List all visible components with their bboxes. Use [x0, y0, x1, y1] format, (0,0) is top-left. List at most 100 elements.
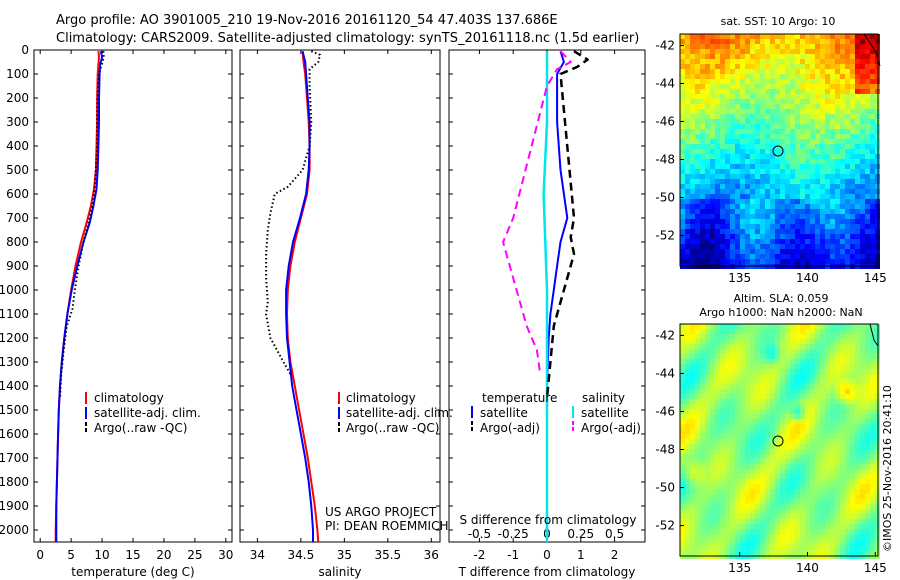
sst-cell: [740, 124, 745, 129]
sst-cell: [855, 204, 860, 209]
sst-cell: [725, 219, 730, 224]
sla-cell: [735, 424, 740, 429]
map-lat-label: -50: [655, 191, 675, 205]
sla-cell: [685, 394, 690, 399]
sst-cell: [790, 224, 795, 229]
sst-cell: [810, 99, 815, 104]
sla-cell: [745, 464, 750, 469]
sst-cell: [750, 99, 755, 104]
sla-cell: [730, 464, 735, 469]
sst-cell: [735, 34, 740, 39]
sla-cell: [860, 374, 865, 379]
sla-cell: [845, 464, 850, 469]
sst-cell: [850, 234, 855, 239]
sst-cell: [760, 174, 765, 179]
sst-cell: [730, 154, 735, 159]
sst-cell: [865, 164, 870, 169]
sla-cell: [700, 539, 705, 544]
sst-cell: [785, 139, 790, 144]
sla-cell: [785, 464, 790, 469]
sst-cell: [855, 259, 860, 264]
sla-cell: [770, 449, 775, 454]
sla-cell: [700, 349, 705, 354]
sst-cell: [700, 59, 705, 64]
sst-cell: [820, 99, 825, 104]
sla-cell: [700, 364, 705, 369]
sla-cell: [810, 329, 815, 334]
sst-cell: [755, 69, 760, 74]
sla-cell: [695, 384, 700, 389]
sla-cell: [860, 444, 865, 449]
sla-cell: [840, 364, 845, 369]
sst-cell: [750, 169, 755, 174]
sla-cell: [760, 489, 765, 494]
sst-cell: [760, 194, 765, 199]
sla-cell: [860, 439, 865, 444]
sst-cell: [825, 119, 830, 124]
sst-cell: [695, 144, 700, 149]
sla-cell: [815, 339, 820, 344]
sla-cell: [725, 434, 730, 439]
sla-cell: [755, 354, 760, 359]
sst-cell: [780, 184, 785, 189]
sst-cell: [750, 69, 755, 74]
depth-tick-label: 1600: [0, 427, 29, 441]
sst-cell: [805, 89, 810, 94]
sla-cell: [715, 429, 720, 434]
sla-cell: [690, 499, 695, 504]
sst-cell: [870, 89, 875, 94]
sla-cell: [765, 429, 770, 434]
sst-cell: [740, 39, 745, 44]
sla-cell: [690, 504, 695, 509]
sla-cell: [830, 419, 835, 424]
sst-cell: [715, 39, 720, 44]
sla-cell: [745, 399, 750, 404]
sst-cell: [825, 134, 830, 139]
sla-cell: [785, 349, 790, 354]
sst-cell: [760, 114, 765, 119]
sst-cell: [825, 214, 830, 219]
sla-cell: [685, 424, 690, 429]
sla-cell: [730, 379, 735, 384]
sla-cell: [850, 339, 855, 344]
sla-cell: [690, 409, 695, 414]
sst-cell: [680, 214, 685, 219]
sst-cell: [810, 79, 815, 84]
sst-cell: [785, 134, 790, 139]
sst-cell: [850, 139, 855, 144]
sla-cell: [755, 469, 760, 474]
sla-cell: [735, 374, 740, 379]
sla-cell: [715, 454, 720, 459]
temperature-series: [54, 50, 105, 542]
sst-cell: [820, 44, 825, 49]
sst-cell: [775, 74, 780, 79]
sst-cell: [685, 224, 690, 229]
sst-cell: [840, 54, 845, 59]
sst-cell: [725, 114, 730, 119]
sst-cell: [870, 109, 875, 114]
sst-cell: [715, 59, 720, 64]
sst-cell: [750, 164, 755, 169]
sst-cell: [810, 259, 815, 264]
sst-cell: [755, 59, 760, 64]
sla-cell: [850, 374, 855, 379]
sst-cell: [865, 189, 870, 194]
sla-cell: [785, 529, 790, 534]
sst-cell: [765, 209, 770, 214]
sla-cell: [690, 539, 695, 544]
sst-cell: [865, 84, 870, 89]
sla-cell: [785, 374, 790, 379]
sst-cell: [690, 229, 695, 234]
sst-cell: [735, 144, 740, 149]
sst-cell: [705, 79, 710, 84]
sst-cell: [790, 194, 795, 199]
sla-cell: [810, 404, 815, 409]
sst-cell: [855, 249, 860, 254]
sla-cell: [870, 489, 875, 494]
sla-cell: [740, 499, 745, 504]
sla-cell: [815, 514, 820, 519]
sla-cell: [750, 479, 755, 484]
sst-cell: [695, 254, 700, 259]
sla-cell: [850, 519, 855, 524]
sst-cell: [745, 124, 750, 129]
